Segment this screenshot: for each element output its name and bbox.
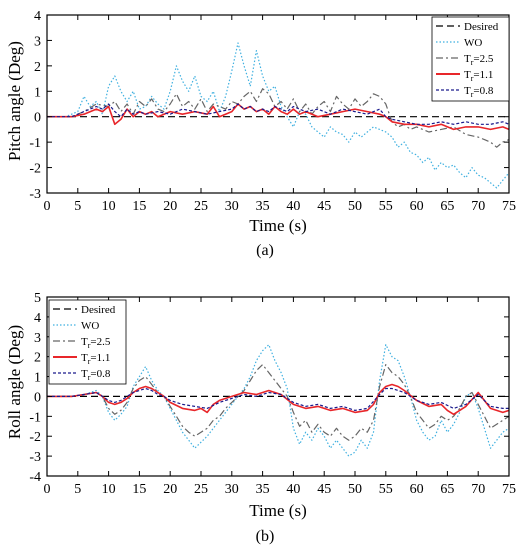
roll-xtick-label: 65 — [440, 482, 454, 497]
pitch-ytick-label: 2 — [34, 60, 41, 75]
pitch-xtick-label: 40 — [286, 199, 300, 214]
roll-legend-label-0: Desired — [81, 304, 116, 316]
roll-xtick-label: 0 — [44, 482, 51, 497]
pitch-legend-label-4: Tr=0.8 — [464, 85, 494, 99]
roll-xtick-label: 5 — [74, 482, 81, 497]
roll-xtick-label: 20 — [163, 482, 177, 497]
pitch-xtick-label: 65 — [440, 199, 454, 214]
roll-ytick-label: 4 — [34, 311, 41, 326]
roll-ytick-label: 2 — [34, 351, 41, 366]
roll-xtick-label: 25 — [194, 482, 208, 497]
roll-ytick-label: -1 — [29, 410, 41, 425]
pitch-xtick-label: 20 — [163, 199, 177, 214]
roll-xtick-label: 10 — [102, 482, 116, 497]
roll-legend-box — [48, 299, 127, 385]
pitch-ytick-label: 1 — [34, 85, 41, 100]
pitch-xtick-label: 15 — [132, 199, 146, 214]
pitch-xtick-label: 60 — [410, 199, 424, 214]
roll-xtick-label: 30 — [225, 482, 239, 497]
pitch-xtick-label: 30 — [225, 199, 239, 214]
roll-xtick-label: 45 — [317, 482, 331, 497]
roll-ylabel: Roll angle (Deg) — [5, 325, 24, 439]
roll-ytick-label: 0 — [34, 390, 41, 405]
pitch-xtick-label: 35 — [256, 199, 270, 214]
pitch-xtick-label: 75 — [502, 199, 516, 214]
roll-legend: Desired WO Tr=2.5 Tr=1.1 Tr=0.8 — [48, 299, 127, 385]
pitch-ytick-label: -2 — [29, 162, 41, 177]
pitch-xtick-label: 55 — [379, 199, 393, 214]
pitch-legend-label-1: WO — [464, 37, 482, 49]
pitch-plot-frame — [46, 14, 510, 194]
pitch-legend-label-3: Tr=1.1 — [464, 69, 493, 83]
roll-ytick-label: -2 — [29, 430, 41, 445]
roll-xtick-label: 55 — [379, 482, 393, 497]
pitch-series-group — [47, 42, 509, 189]
roll-series-group — [47, 344, 509, 457]
pitch-xtick-label: 5 — [74, 199, 81, 214]
pitch-legend: Desired WO Tr=2.5 Tr=1.1 Tr=0.8 — [431, 16, 510, 102]
pitch-ytick-label: -1 — [29, 136, 41, 151]
roll-angle-chart: Roll angle (Deg) Time (s) (b) 0 5 10 15 20 25… — [5, 291, 516, 545]
roll-legend-label-2: Tr=2.5 — [81, 336, 111, 350]
pitch-xlabel: Time (s) — [249, 216, 306, 235]
roll-ytick-label: 1 — [34, 371, 41, 386]
roll-series-line-4 — [47, 387, 509, 411]
pitch-xtick-label: 25 — [194, 199, 208, 214]
roll-series-line-3 — [47, 383, 509, 416]
pitch-xtick-label: 45 — [317, 199, 331, 214]
roll-legend-label-1: WO — [81, 320, 99, 332]
pitch-xtick-label: 10 — [102, 199, 116, 214]
roll-xtick-label: 75 — [502, 482, 516, 497]
roll-series-line-1 — [47, 344, 509, 457]
roll-xtick-label: 50 — [348, 482, 362, 497]
roll-ytick-label: 3 — [34, 331, 41, 346]
roll-xtick-label: 35 — [256, 482, 270, 497]
pitch-ytick-label: -3 — [29, 187, 41, 202]
roll-xlabel: Time (s) — [249, 501, 306, 520]
roll-legend-label-4: Tr=0.8 — [81, 368, 111, 382]
pitch-series-line-1 — [47, 42, 509, 189]
roll-xtick-label: 70 — [471, 482, 485, 497]
roll-plot-frame — [46, 296, 510, 477]
roll-legend-label-3: Tr=1.1 — [81, 352, 110, 366]
pitch-legend-label-2: Tr=2.5 — [464, 53, 494, 67]
roll-ytick-label: -4 — [29, 470, 41, 485]
pitch-ytick-label: 0 — [34, 111, 41, 126]
roll-xtick-label: 15 — [132, 482, 146, 497]
roll-panel-label: (b) — [256, 528, 275, 545]
pitch-legend-label-0: Desired — [464, 21, 499, 33]
pitch-ytick-label: 4 — [34, 9, 41, 24]
pitch-series-line-4 — [47, 103, 509, 125]
roll-xtick-label: 60 — [410, 482, 424, 497]
pitch-panel-label: (a) — [256, 242, 274, 259]
pitch-xtick-label: 70 — [471, 199, 485, 214]
pitch-xtick-label: 50 — [348, 199, 362, 214]
pitch-ylabel: Pitch angle (Deg) — [5, 41, 24, 161]
roll-series-line-2 — [47, 364, 509, 441]
pitch-legend-box — [431, 16, 510, 102]
roll-ytick-label: 5 — [34, 291, 41, 306]
pitch-xtick-label: 0 — [44, 199, 51, 214]
roll-xtick-label: 40 — [286, 482, 300, 497]
pitch-angle-chart: Pitch angle (Deg) Time (s) (a) 0 5 10 15 20 2… — [5, 9, 516, 259]
pitch-series-line-2 — [47, 88, 509, 148]
roll-ytick-label: -3 — [29, 450, 41, 465]
pitch-ytick-label: 3 — [34, 34, 41, 49]
